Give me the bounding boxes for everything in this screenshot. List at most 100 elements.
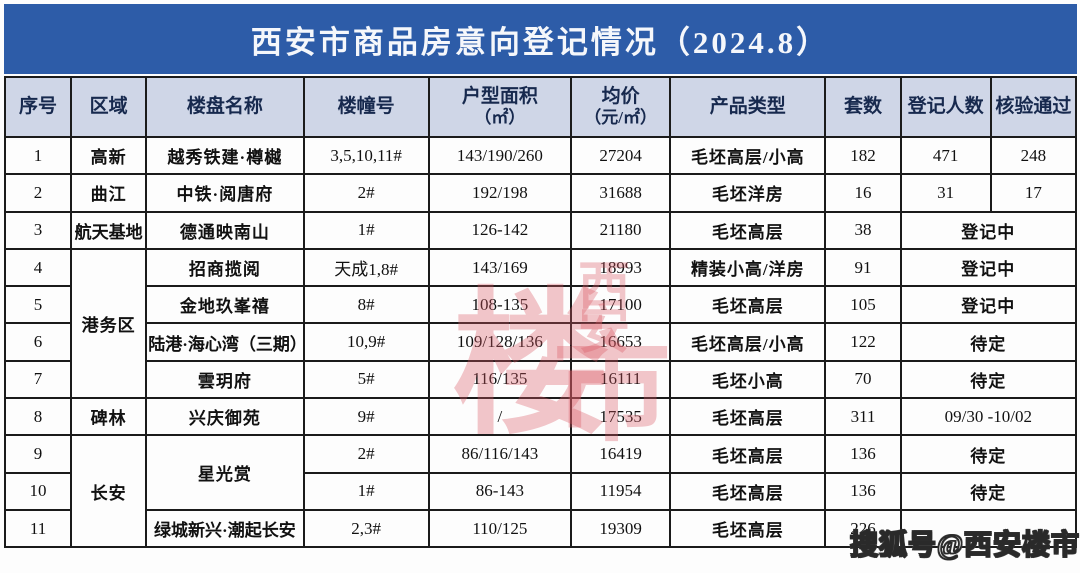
- cell-size: 143/190/260: [427, 135, 573, 176]
- cell-type: 毛坯高层/小高: [669, 322, 827, 362]
- cell-type: 毛坯高层: [669, 397, 827, 437]
- cell-units: 226: [824, 508, 902, 549]
- cell-project: 金地玖峯禧: [145, 285, 305, 325]
- cell-size: 110/125: [427, 508, 573, 549]
- col-header-verified: 核验通过: [989, 76, 1078, 138]
- col-header-type: 产品类型: [669, 76, 827, 138]
- cell-price: 18993: [569, 247, 672, 288]
- cell-serial: 5: [3, 285, 73, 325]
- cell-type: 毛坯高层: [669, 434, 827, 474]
- col-header-size-line1: 户型面积: [461, 86, 538, 108]
- cell-serial: 1: [3, 135, 73, 176]
- table-row: 3 航天基地 德通映南山 1# 126-142 21180 毛坯高层 38 登记…: [3, 210, 1078, 250]
- col-header-price-line1: 均价: [601, 86, 640, 108]
- cell-status: 登记中: [899, 210, 1078, 250]
- cell-type: 毛坯小高: [669, 359, 827, 400]
- cell-price: 21180: [569, 210, 672, 250]
- cell-building: 1#: [302, 471, 430, 511]
- cell-status: 待定: [899, 434, 1078, 474]
- table-row: 9 长安 星光赏 2# 86/116/143 16419 毛坯高层 136 待定: [3, 434, 1078, 549]
- cell-price: 19309: [569, 508, 672, 549]
- table-row: 8 碑林 兴庆御苑 9# / 17535 毛坯高层 311 09/30 -10/…: [3, 397, 1078, 437]
- col-header-serial: 序号: [3, 76, 73, 138]
- cell-type: 毛坯高层: [669, 471, 827, 511]
- cell-status: 待定: [899, 471, 1078, 511]
- cell-serial: 2: [3, 173, 73, 213]
- table-row: 2 曲江 中铁·阅唐府 2# 192/198 31688 毛坯洋房 16 31 …: [3, 173, 1078, 213]
- cell-price: 16111: [569, 359, 672, 400]
- cell-price: 16419: [569, 434, 672, 474]
- cell-type: 毛坯洋房: [669, 173, 827, 213]
- registration-table: 序号 区域 楼盘名称 楼幢号 户型面积 （㎡） 均价 （元/㎡） 产品类型 套数 登…: [3, 76, 1078, 549]
- col-header-price: 均价 （元/㎡）: [569, 76, 672, 138]
- cell-price: 31688: [569, 173, 672, 213]
- cell-project: 德通映南山: [145, 210, 305, 250]
- cell-project: 兴庆御苑: [145, 397, 305, 437]
- col-header-price-line2: （元/㎡）: [584, 108, 657, 128]
- cell-status: 登记中: [899, 285, 1078, 325]
- cell-area: 航天基地: [70, 210, 148, 250]
- cell-building: 2#: [302, 173, 430, 213]
- cell-serial: 3: [3, 210, 73, 250]
- cell-size: 143/169: [427, 247, 573, 288]
- cell-status: [899, 508, 1078, 549]
- col-header-area: 区域: [70, 76, 148, 138]
- cell-units: 16: [824, 173, 902, 213]
- cell-project: 星光赏: [145, 434, 305, 511]
- cell-size: 86/116/143: [427, 434, 573, 474]
- table-row: 1 高新 越秀铁建·樽樾 3,5,10,11# 143/190/260 2720…: [3, 135, 1078, 176]
- cell-status: 登记中: [899, 247, 1078, 288]
- cell-serial: 7: [3, 359, 73, 400]
- cell-area: 高新: [70, 135, 148, 176]
- table-row: 11 绿城新兴·潮起长安 2,3# 110/125 19309 毛坯高层 226: [3, 508, 1078, 549]
- cell-units: 311: [824, 397, 902, 437]
- page-title: 西安市商品房意向登记情况（2024.8）: [250, 24, 831, 60]
- col-header-units: 套数: [824, 76, 902, 138]
- cell-price: 17535: [569, 397, 672, 437]
- cell-size: 192/198: [427, 173, 573, 213]
- cell-area: 长安: [70, 434, 148, 549]
- cell-registrants: 471: [899, 135, 992, 176]
- cell-serial: 9: [3, 434, 73, 474]
- cell-project: 招商揽阅: [145, 247, 305, 288]
- cell-verified: 248: [989, 135, 1078, 176]
- cell-units: 182: [824, 135, 902, 176]
- cell-size: 116/135: [427, 359, 573, 400]
- cell-project: 越秀铁建·樽樾: [145, 135, 305, 176]
- cell-price: 11954: [569, 471, 672, 511]
- cell-price: 16653: [569, 322, 672, 362]
- cell-project: 陆港·海心湾（三期）: [145, 322, 305, 362]
- cell-building: 9#: [302, 397, 430, 437]
- cell-serial: 6: [3, 322, 73, 362]
- cell-building: 1#: [302, 210, 430, 250]
- cell-type: 毛坯高层: [669, 508, 827, 549]
- table-row: 7 雲玥府 5# 116/135 16111 毛坯小高 70 待定: [3, 359, 1078, 400]
- cell-building: 2#: [302, 434, 430, 474]
- cell-serial: 8: [3, 397, 73, 437]
- cell-area: 港务区: [70, 247, 148, 400]
- cell-building: 5#: [302, 359, 430, 400]
- cell-units: 91: [824, 247, 902, 288]
- cell-price: 27204: [569, 135, 672, 176]
- table-row: 4 港务区 招商揽阅 天成1,8# 143/169 18993 精装小高/洋房 …: [3, 247, 1078, 400]
- table-row: 5 金地玖峯禧 8# 108-135 17100 毛坯高层 105 登记中: [3, 285, 1078, 325]
- title-banner: 西安市商品房意向登记情况（2024.8）: [4, 4, 1077, 74]
- cell-units: 122: [824, 322, 902, 362]
- table-row: 6 陆港·海心湾（三期） 10,9# 109/128/136 16653 毛坯高…: [3, 322, 1078, 362]
- cell-building: 2,3#: [302, 508, 430, 549]
- cell-type: 毛坯高层: [669, 210, 827, 250]
- cell-area: 碑林: [70, 397, 148, 437]
- cell-type: 毛坯高层/小高: [669, 135, 827, 176]
- cell-building: 8#: [302, 285, 430, 325]
- cell-size: 108-135: [427, 285, 573, 325]
- cell-units: 70: [824, 359, 902, 400]
- cell-serial: 4: [3, 247, 73, 288]
- cell-project: 绿城新兴·潮起长安: [145, 508, 305, 549]
- col-header-registrants: 登记人数: [899, 76, 992, 138]
- cell-building: 10,9#: [302, 322, 430, 362]
- cell-building: 3,5,10,11#: [302, 135, 430, 176]
- cell-size: /: [427, 397, 573, 437]
- cell-area: 曲江: [70, 173, 148, 213]
- col-header-project: 楼盘名称: [145, 76, 305, 138]
- cell-size: 109/128/136: [427, 322, 573, 362]
